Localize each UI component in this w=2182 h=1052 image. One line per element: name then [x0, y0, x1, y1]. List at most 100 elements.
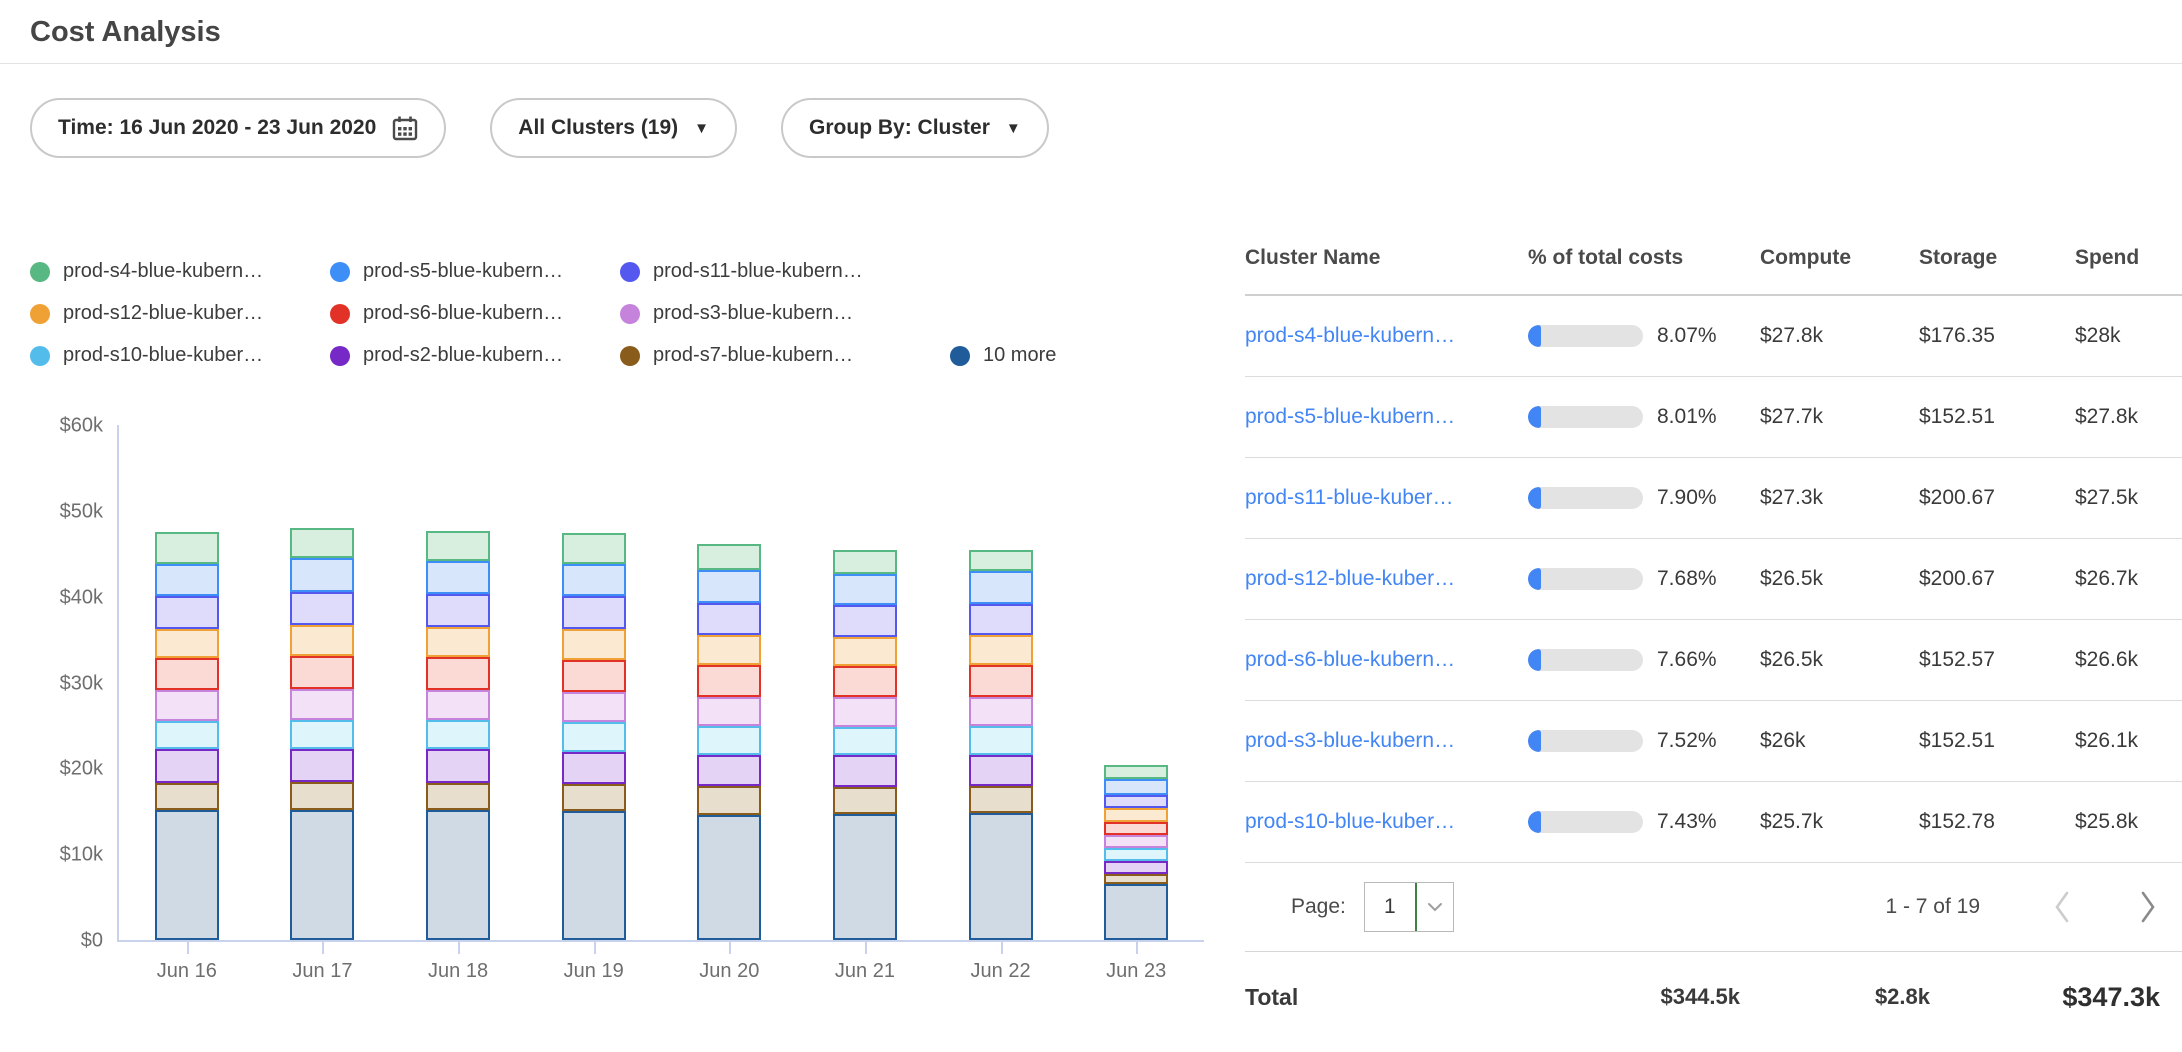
bar-segment[interactable]: [154, 532, 219, 565]
bar-segment[interactable]: [290, 719, 355, 750]
bar-segment[interactable]: [968, 697, 1033, 727]
legend-item[interactable]: prod-s12-blue-kuber…: [30, 302, 330, 325]
bar-segment[interactable]: [832, 727, 897, 756]
legend-item[interactable]: prod-s3-blue-kubern…: [620, 302, 950, 325]
bar-segment[interactable]: [832, 573, 897, 606]
bar-segment[interactable]: [290, 625, 355, 656]
bar-segment[interactable]: [697, 726, 762, 756]
bar-segment[interactable]: [426, 656, 491, 690]
legend-item[interactable]: prod-s6-blue-kubern…: [330, 302, 620, 325]
group-by-filter[interactable]: Group By: Cluster ▼: [781, 98, 1049, 158]
bar-segment[interactable]: [968, 665, 1033, 698]
bar-segment[interactable]: [561, 811, 626, 940]
bar-segment[interactable]: [561, 533, 626, 564]
bar-segment[interactable]: [426, 749, 491, 783]
bar-segment[interactable]: [154, 595, 219, 629]
bar-segment[interactable]: [697, 814, 762, 940]
bar-segment[interactable]: [832, 787, 897, 814]
bar-segment[interactable]: [968, 812, 1033, 940]
cluster-name-link[interactable]: prod-s4-blue-kubern…: [1245, 324, 1456, 347]
bar-segment[interactable]: [426, 689, 491, 721]
bar-segment[interactable]: [290, 810, 355, 940]
bar-segment[interactable]: [697, 664, 762, 697]
bar-segment[interactable]: [426, 561, 491, 594]
bar-segment[interactable]: [1104, 884, 1169, 940]
cluster-name-link[interactable]: prod-s5-blue-kubern…: [1245, 405, 1456, 428]
stacked-bar[interactable]: [697, 544, 762, 940]
bar-segment[interactable]: [832, 605, 897, 638]
bar-segment[interactable]: [154, 721, 219, 750]
bar-segment[interactable]: [832, 755, 897, 788]
bar-segment[interactable]: [154, 809, 219, 940]
bar-segment[interactable]: [561, 563, 626, 597]
stacked-bar[interactable]: [426, 530, 491, 940]
legend-item[interactable]: prod-s10-blue-kuber…: [30, 344, 330, 367]
bar-segment[interactable]: [426, 593, 491, 627]
bar-segment[interactable]: [290, 749, 355, 783]
stacked-bar[interactable]: [832, 550, 897, 940]
bar-segment[interactable]: [697, 755, 762, 787]
bar-segment[interactable]: [832, 666, 897, 698]
legend-item[interactable]: prod-s2-blue-kubern…: [330, 344, 620, 367]
bar-segment[interactable]: [1104, 821, 1169, 836]
bar-segment[interactable]: [290, 782, 355, 811]
bar-segment[interactable]: [832, 637, 897, 667]
bar-segment[interactable]: [1104, 765, 1169, 780]
bar-segment[interactable]: [697, 570, 762, 603]
bar-segment[interactable]: [1104, 873, 1169, 885]
bar-segment[interactable]: [832, 550, 897, 574]
bar-segment[interactable]: [697, 786, 762, 815]
bar-segment[interactable]: [426, 782, 491, 810]
cluster-name-link[interactable]: prod-s3-blue-kubern…: [1245, 729, 1456, 752]
bar-segment[interactable]: [1104, 779, 1169, 795]
bar-segment[interactable]: [968, 726, 1033, 755]
bar-segment[interactable]: [697, 634, 762, 665]
bar-segment[interactable]: [968, 550, 1033, 571]
bar-segment[interactable]: [697, 602, 762, 635]
bar-segment[interactable]: [968, 603, 1033, 636]
bar-segment[interactable]: [1104, 794, 1169, 809]
legend-item[interactable]: prod-s11-blue-kubern…: [620, 260, 950, 283]
bar-segment[interactable]: [290, 528, 355, 559]
bar-segment[interactable]: [697, 544, 762, 571]
bar-segment[interactable]: [697, 696, 762, 727]
bar-segment[interactable]: [426, 720, 491, 750]
bar-segment[interactable]: [561, 692, 626, 723]
bar-segment[interactable]: [154, 749, 219, 783]
stacked-bar[interactable]: [154, 532, 219, 940]
bar-segment[interactable]: [1104, 808, 1169, 822]
bar-segment[interactable]: [426, 530, 491, 562]
cluster-name-link[interactable]: prod-s6-blue-kubern…: [1245, 648, 1456, 671]
bar-segment[interactable]: [561, 783, 626, 812]
chevron-right-icon[interactable]: [2128, 883, 2168, 931]
bar-segment[interactable]: [154, 782, 219, 810]
bar-segment[interactable]: [561, 628, 626, 660]
bar-segment[interactable]: [968, 635, 1033, 666]
bar-segment[interactable]: [968, 754, 1033, 786]
cluster-name-link[interactable]: prod-s11-blue-kuber…: [1245, 486, 1454, 509]
bar-segment[interactable]: [426, 626, 491, 657]
bar-segment[interactable]: [561, 659, 626, 693]
bar-segment[interactable]: [154, 690, 219, 722]
stacked-bar[interactable]: [290, 528, 355, 940]
stacked-bar[interactable]: [968, 550, 1033, 940]
legend-item[interactable]: 10 more: [950, 344, 1056, 367]
bar-segment[interactable]: [1104, 848, 1169, 861]
bar-segment[interactable]: [561, 722, 626, 752]
legend-item[interactable]: prod-s5-blue-kubern…: [330, 260, 620, 283]
bar-segment[interactable]: [832, 813, 897, 940]
bar-segment[interactable]: [426, 809, 491, 940]
bar-segment[interactable]: [290, 655, 355, 690]
bar-segment[interactable]: [154, 628, 219, 658]
clusters-filter[interactable]: All Clusters (19) ▼: [490, 98, 738, 158]
bar-segment[interactable]: [290, 591, 355, 626]
bar-segment[interactable]: [290, 689, 355, 720]
bar-segment[interactable]: [968, 571, 1033, 604]
time-range-filter[interactable]: Time: 16 Jun 2020 - 23 Jun 2020: [30, 98, 447, 158]
bar-segment[interactable]: [1104, 835, 1169, 849]
stacked-bar[interactable]: [561, 533, 626, 940]
cluster-name-link[interactable]: prod-s10-blue-kuber…: [1245, 810, 1456, 833]
bar-segment[interactable]: [561, 596, 626, 629]
legend-item[interactable]: prod-s4-blue-kubern…: [30, 260, 330, 283]
bar-segment[interactable]: [968, 785, 1033, 813]
